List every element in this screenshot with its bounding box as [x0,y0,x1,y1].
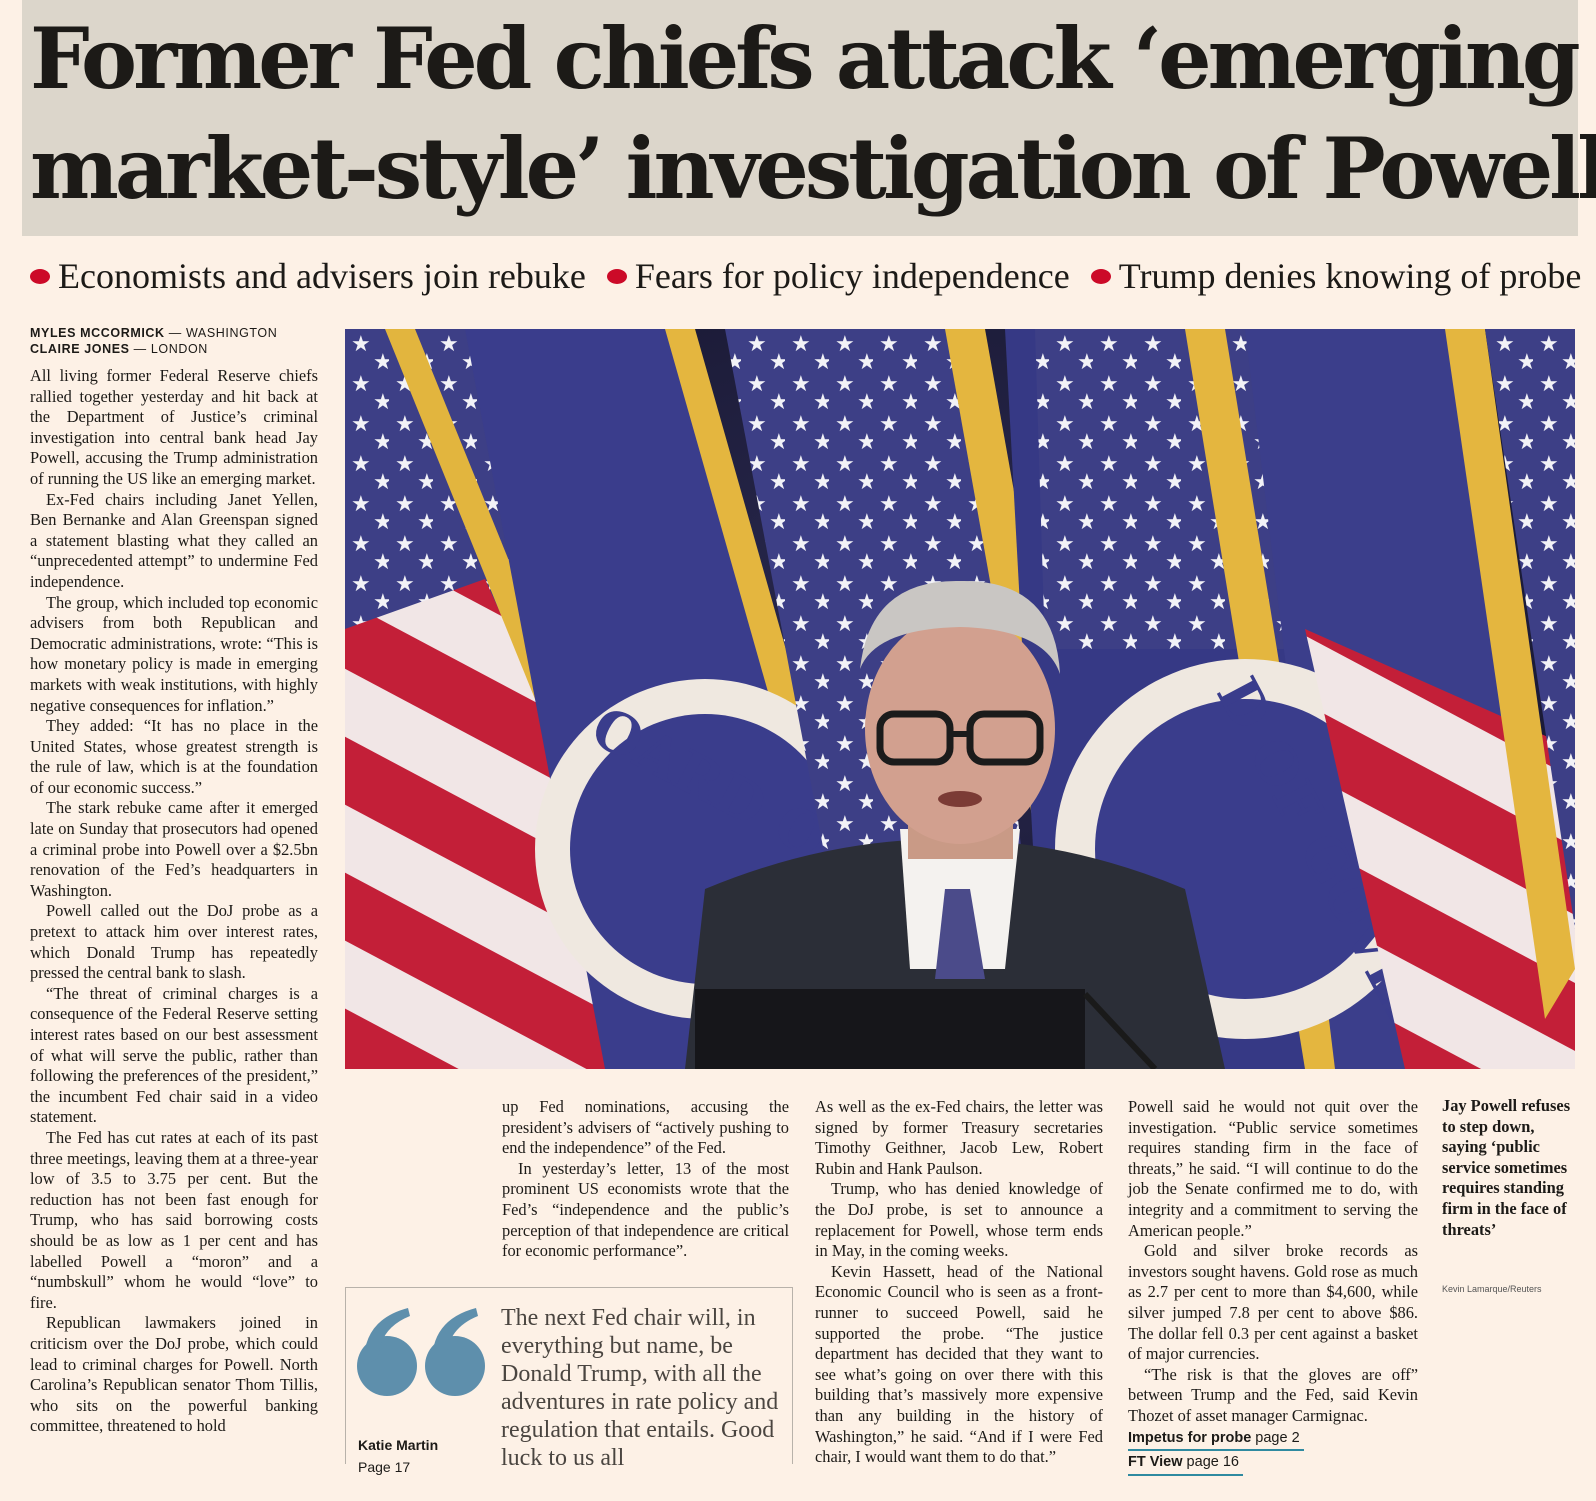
byline-place: — WASHINGTON [164,326,278,340]
pull-quote-author: Katie Martin [358,1437,439,1453]
ref-ft-view[interactable]: FT View page 16 [1128,1452,1243,1476]
paragraph: “The risk is that the gloves are off” be… [1128,1364,1418,1425]
pull-quote-attribution: Katie Martin Page 17 [358,1434,438,1478]
headline: Former Fed chiefs attack ‘emerging marke… [30,4,1596,224]
bullet-icon [30,269,50,284]
article-column-2: up Fed nominations, accusing the preside… [502,1097,789,1262]
ref-label: FT View [1128,1454,1183,1471]
ref-label: Impetus for probe [1128,1429,1252,1446]
article-column-3: As well as the ex-Fed chairs, the letter… [815,1097,1103,1468]
pull-quote-page[interactable]: Page 17 [358,1459,411,1475]
headline-line-1: Former Fed chiefs attack ‘emerging [30,9,1581,108]
headline-line-2: market-style’ investigation of Powell [30,119,1596,218]
bullet-icon [1090,269,1111,284]
paragraph: As well as the ex-Fed chairs, the letter… [815,1097,1103,1178]
pull-quote-text: The next Fed chair will, in everything b… [501,1305,779,1471]
paragraph: The Fed has cut rates at each of its pas… [30,1127,318,1312]
paragraph: Gold and silver broke records as investo… [1128,1241,1418,1364]
paragraph: up Fed nominations, accusing the preside… [502,1097,789,1158]
byline: MYLES MCCORMICK — WASHINGTON CLAIRE JONE… [30,325,277,357]
article-column-4: Powell said he would not quit over the i… [1128,1097,1418,1476]
paragraph: The group, which included top economic a… [30,592,318,715]
byline-place: — LONDON [129,342,208,356]
subhead: Trump denies knowing of probe [1118,256,1582,296]
subhead: Economists and advisers join rebuke [58,256,586,296]
headline-band [22,0,1578,236]
paragraph: Kevin Hassett, head of the National Econ… [815,1261,1103,1467]
pull-quote: The next Fed chair will, in everything b… [345,1287,793,1475]
byline-author: CLAIRE JONES [30,342,130,356]
paragraph: In yesterday’s letter, 13 of the most pr… [502,1158,789,1261]
paragraph: Ex-Fed chairs including Janet Yellen, Be… [30,489,318,591]
press-conference-illustration: ★ ★ OARD OF GO D OF GOVER [345,329,1575,1069]
quote-mark-icon [357,1308,485,1396]
paragraph: The stark rebuke came after it emerged l… [30,798,318,900]
paragraph: Trump, who has denied knowledge of the D… [815,1179,1103,1261]
paragraph: Republican lawmakers joined in criticism… [30,1313,318,1436]
cross-references: Impetus for probe page 2 FT View page 16 [1128,1427,1418,1476]
photo-credit: Kevin Lamarque/Reuters [1442,1284,1542,1294]
photo-powell: ★ ★ OARD OF GO D OF GOVER [345,329,1575,1069]
paragraph: “The threat of criminal charges is a con… [30,983,318,1127]
paragraph: All living former Federal Reserve chiefs… [30,366,318,488]
byline-author: MYLES MCCORMICK [30,326,165,340]
paragraph: Powell called out the DoJ probe as a pre… [30,901,318,983]
paragraph: They added: “It has no place in the Unit… [30,716,318,797]
bullet-icon [606,269,627,284]
ref-page: page 16 [1182,1454,1239,1471]
paragraph: Powell said he would not quit over the i… [1128,1097,1418,1240]
subheads: Economists and advisers join rebuke Fear… [30,254,1581,298]
photo-caption: Jay Powell refuses to step down, saying … [1442,1096,1571,1239]
subhead: Fears for policy independence [634,256,1070,296]
ref-impetus-for-probe[interactable]: Impetus for probe page 2 [1128,1428,1304,1452]
article-column-1: All living former Federal Reserve chiefs… [30,366,318,1437]
ref-page: page 2 [1251,1429,1300,1446]
